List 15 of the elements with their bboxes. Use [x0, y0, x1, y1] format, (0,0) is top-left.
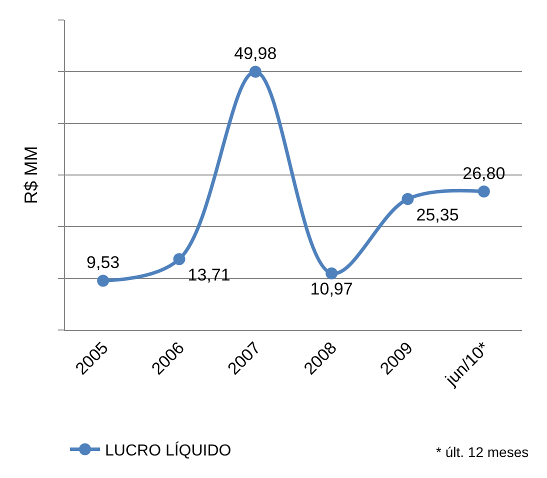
point — [249, 66, 262, 78]
data-label: 26,80 — [462, 164, 506, 183]
data-label: 25,35 — [416, 205, 459, 224]
data-label: 9,53 — [86, 253, 120, 272]
point — [402, 193, 414, 206]
point — [97, 274, 110, 287]
text: * últ. 12 meses — [436, 444, 529, 460]
legend-label: LUCRO LÍQUIDO — [105, 441, 232, 460]
point — [478, 186, 490, 198]
data-label: 10,97 — [310, 280, 353, 299]
y-axis-title: R$ MM — [21, 146, 42, 204]
data-label: 49,98 — [234, 44, 277, 64]
point — [326, 267, 338, 280]
point — [173, 253, 186, 266]
data-label: 13,71 — [188, 265, 230, 284]
